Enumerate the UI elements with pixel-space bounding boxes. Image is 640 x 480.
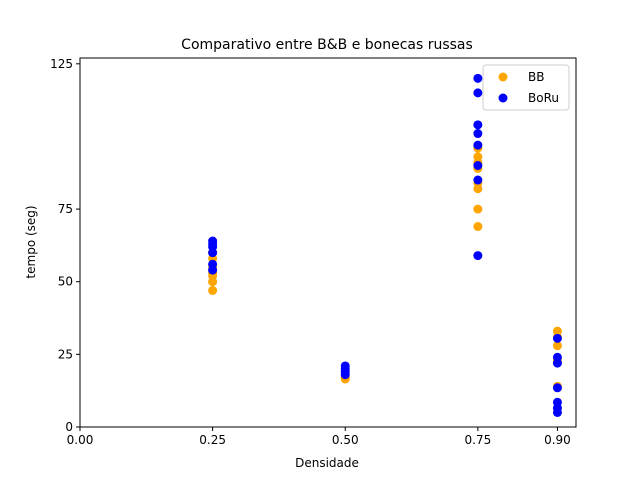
x-tick-label: 0.50: [332, 433, 359, 447]
data-point-boru: [552, 352, 562, 362]
chart-title: Comparativo entre B&B e bonecas russas: [181, 37, 473, 53]
data-point-boru: [473, 251, 483, 261]
y-axis-label: tempo (seg): [24, 205, 38, 278]
x-axis: 0.00 0.25 0.50 0.75 0.90: [67, 427, 571, 447]
data-point-bb: [473, 204, 483, 214]
plot-points: [208, 73, 562, 417]
plot-frame: [79, 57, 577, 428]
y-axis: 0 25 50 75 125: [50, 57, 80, 434]
y-tick-label: 0: [65, 420, 73, 434]
data-point-bb: [473, 222, 483, 232]
data-point-boru: [473, 129, 483, 139]
data-point-boru: [473, 88, 483, 98]
x-tick-label: 0.00: [67, 433, 94, 447]
data-point-boru: [552, 383, 562, 393]
legend-marker: [498, 93, 508, 103]
data-point-bb: [473, 152, 483, 162]
data-point-boru: [473, 161, 483, 170]
y-tick-label: 75: [58, 202, 73, 216]
x-axis-label: Densidade: [295, 456, 359, 470]
legend-label: BB: [528, 70, 544, 84]
data-point-boru: [473, 120, 483, 130]
data-point-bb: [208, 285, 218, 295]
x-tick-label: 0.75: [465, 433, 492, 447]
legend-marker: [498, 72, 508, 82]
legend: BB BoRu: [482, 64, 570, 111]
x-tick-label: 0.90: [544, 433, 571, 447]
y-tick-label: 25: [58, 347, 73, 361]
data-point-boru: [340, 361, 350, 371]
data-point-boru: [473, 140, 483, 150]
y-tick-label: 125: [50, 57, 73, 71]
data-point-boru: [473, 73, 483, 83]
data-point-boru: [552, 397, 562, 407]
data-point-bb: [552, 341, 562, 351]
data-point-boru: [552, 333, 562, 343]
legend-label: BoRu: [528, 91, 559, 105]
data-point-boru: [208, 259, 218, 269]
y-tick-label: 50: [58, 275, 73, 289]
data-point-boru: [208, 236, 218, 246]
data-point-boru: [473, 175, 483, 185]
x-tick-label: 0.25: [199, 433, 226, 447]
data-point-bb: [552, 326, 562, 336]
